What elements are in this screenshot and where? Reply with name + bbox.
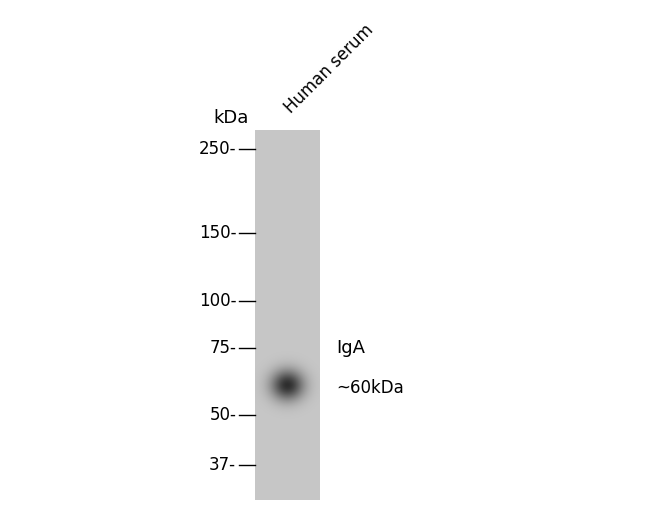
Text: 50-: 50-: [209, 407, 236, 424]
Text: 150-: 150-: [199, 225, 236, 242]
Text: IgA: IgA: [336, 339, 365, 357]
Text: Human serum: Human serum: [281, 21, 377, 117]
Text: ~60kDa: ~60kDa: [336, 379, 404, 397]
Text: 75-: 75-: [209, 339, 236, 357]
Text: 100-: 100-: [199, 292, 236, 309]
Text: kDa: kDa: [213, 109, 248, 127]
Text: 37-: 37-: [209, 456, 236, 474]
Text: 250-: 250-: [199, 140, 236, 158]
